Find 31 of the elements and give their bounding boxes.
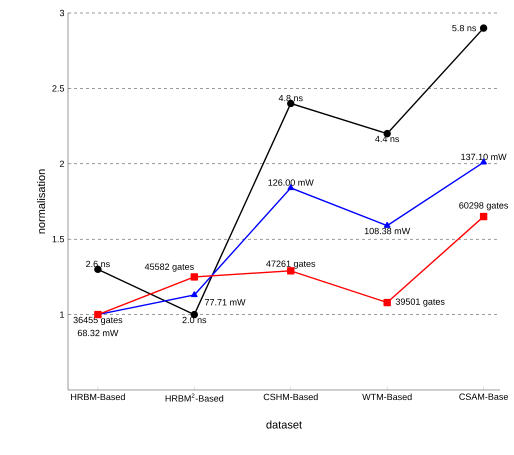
- x-tick-label: HRBM-Based: [71, 394, 125, 400]
- point: [480, 24, 488, 32]
- x-tick-label: CSAM-Base: [459, 394, 508, 400]
- x-tick-label: CSHM-Based: [264, 394, 318, 400]
- point: [480, 212, 488, 220]
- x-tick-label: HRBM$^{2}$-Based: [166, 394, 224, 402]
- annotation: 39501 gates: [396, 298, 445, 307]
- annotation: 5.8 ns: [452, 24, 476, 32]
- y-tick-label: 3: [60, 10, 64, 16]
- x-axis-title: dataset: [266, 420, 302, 429]
- point: [287, 267, 294, 275]
- annotation: 4.8 ns: [278, 94, 303, 102]
- point: [191, 291, 198, 298]
- annotation: 126.00 mW: [268, 179, 314, 186]
- annotation: 36455 gates: [73, 316, 122, 325]
- x-tick-label: WTM-Based: [362, 394, 412, 400]
- annotation: 77.71 mW: [204, 299, 246, 306]
- y-tick-label: 1.5: [52, 236, 64, 242]
- y-axis-title: normalisation: [37, 170, 46, 234]
- point: [384, 222, 390, 228]
- point: [383, 298, 391, 306]
- annotation: 137.10 mW: [461, 154, 507, 160]
- annotation: 45582 gates: [144, 264, 194, 272]
- annotation: 108.38 mW: [364, 228, 410, 234]
- annotation: 68.32 mW: [78, 330, 118, 336]
- annotation: 47261 gates: [266, 260, 316, 269]
- y-tick-label: 2.5: [52, 85, 64, 92]
- y-tick-label: 1: [60, 311, 64, 318]
- annotation: 60298 gates: [459, 202, 508, 210]
- point: [190, 273, 198, 281]
- y-tick-label: 2: [60, 160, 64, 167]
